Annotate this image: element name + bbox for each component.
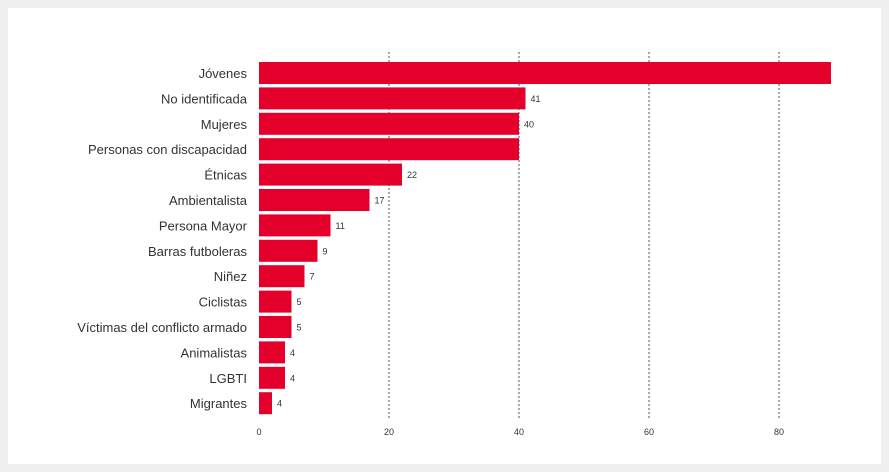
bar-12 [259,366,285,389]
category-label: No identificada [161,91,248,106]
bar-4 [259,163,402,186]
bar-7 [259,239,318,262]
data-label: 9 [323,246,328,256]
category-label: Migrantes [190,396,248,411]
bar-9 [259,290,292,313]
x-tick-label: 60 [644,427,654,437]
bar-6 [259,214,331,237]
category-label: Víctimas del conflicto armado [77,320,247,335]
bar-8 [259,265,305,288]
category-label: Niñez [214,269,247,284]
bar-13 [259,392,272,415]
category-label: Étnicas [204,168,247,183]
data-label: 22 [407,170,417,180]
data-label: 11 [336,221,345,231]
category-label: Ambientalista [169,193,248,208]
category-label: Mujeres [201,117,248,132]
bar-2 [259,112,519,135]
x-tick-label: 0 [256,427,261,437]
data-label: 41 [531,94,541,104]
bar-11 [259,341,285,364]
data-label: 4 [277,399,282,409]
x-tick-label: 80 [774,427,784,437]
data-label: 4 [290,373,295,383]
category-label: Personas con discapacidad [88,142,247,157]
bar-1 [259,87,526,110]
category-label: Ciclistas [199,295,248,310]
chart-panel: Jóvenes No identificada 41 Mujeres 40 Persona… [8,8,881,464]
bar-0 [259,62,831,84]
x-tick-label: 20 [384,427,394,437]
data-label: 5 [297,323,302,333]
category-label: Barras futboleras [148,244,247,259]
category-label: LGBTI [209,371,247,386]
data-label: 17 [375,196,385,206]
data-label: 7 [310,272,315,282]
category-label: Persona Mayor [159,218,248,233]
data-label: 5 [297,297,302,307]
category-label: Animalistas [181,345,248,360]
x-tick-label: 40 [514,427,524,437]
bar-3 [259,138,519,161]
bar-10 [259,316,292,338]
bar-5 [259,189,370,211]
data-label: 4 [290,348,295,358]
data-label: 40 [524,119,534,129]
category-label: Jóvenes [199,66,248,81]
